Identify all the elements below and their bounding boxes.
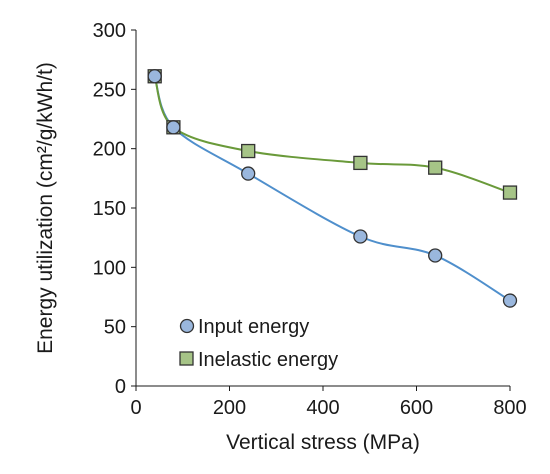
legend-marker-circle: [179, 318, 195, 334]
point-inelastic-energy: [353, 155, 368, 171]
point-inelastic-energy: [241, 143, 256, 159]
point-inelastic-energy: [428, 160, 443, 175]
legend-item-input-energy: Input energy: [179, 316, 309, 338]
legend-label-inelastic-energy: Inelastic energy: [198, 349, 338, 371]
point-input-energy: [353, 229, 368, 244]
x-tick-label: 200: [213, 397, 246, 419]
x-tick-label: 600: [400, 397, 433, 419]
series-line-inelastic-energy: [153, 75, 511, 194]
y-tick-label: 100: [93, 257, 126, 279]
x-tick-label: 0: [130, 397, 141, 419]
x-axis-label: Vertical stress (MPa): [226, 431, 420, 454]
point-input-energy: [241, 166, 256, 181]
y-tick-label: 300: [93, 20, 126, 42]
legend: Input energy Inelastic energy: [179, 316, 338, 371]
legend-marker-square: [179, 351, 194, 366]
series-group: [147, 69, 518, 308]
y-tick-label: 200: [93, 139, 126, 161]
y-tick-label: 150: [93, 198, 126, 220]
point-input-energy: [428, 248, 443, 263]
point-input-energy: [502, 293, 518, 308]
x-tick-label: 400: [306, 397, 339, 419]
y-tick-label: 0: [115, 376, 126, 398]
legend-item-inelastic-energy: Inelastic energy: [179, 349, 338, 371]
point-input-energy: [147, 69, 162, 84]
y-tick-label: 250: [93, 79, 126, 101]
plot-area: 0 50 100 150 200 250 300 0 200 400 600 800: [93, 20, 527, 419]
x-tick-label: 800: [493, 397, 526, 419]
y-axis-label: Energy utilization (cm²/g/kWh/t): [34, 62, 57, 354]
point-inelastic-energy: [502, 185, 518, 200]
legend-label-input-energy: Input energy: [198, 316, 309, 338]
y-tick-label: 50: [104, 317, 126, 339]
x-tick-labels: 0 200 400 600 800: [130, 386, 527, 419]
y-tick-labels: 0 50 100 150 200 250 300: [93, 20, 136, 398]
point-input-energy: [166, 120, 181, 135]
series-line-input-energy: [153, 75, 511, 302]
